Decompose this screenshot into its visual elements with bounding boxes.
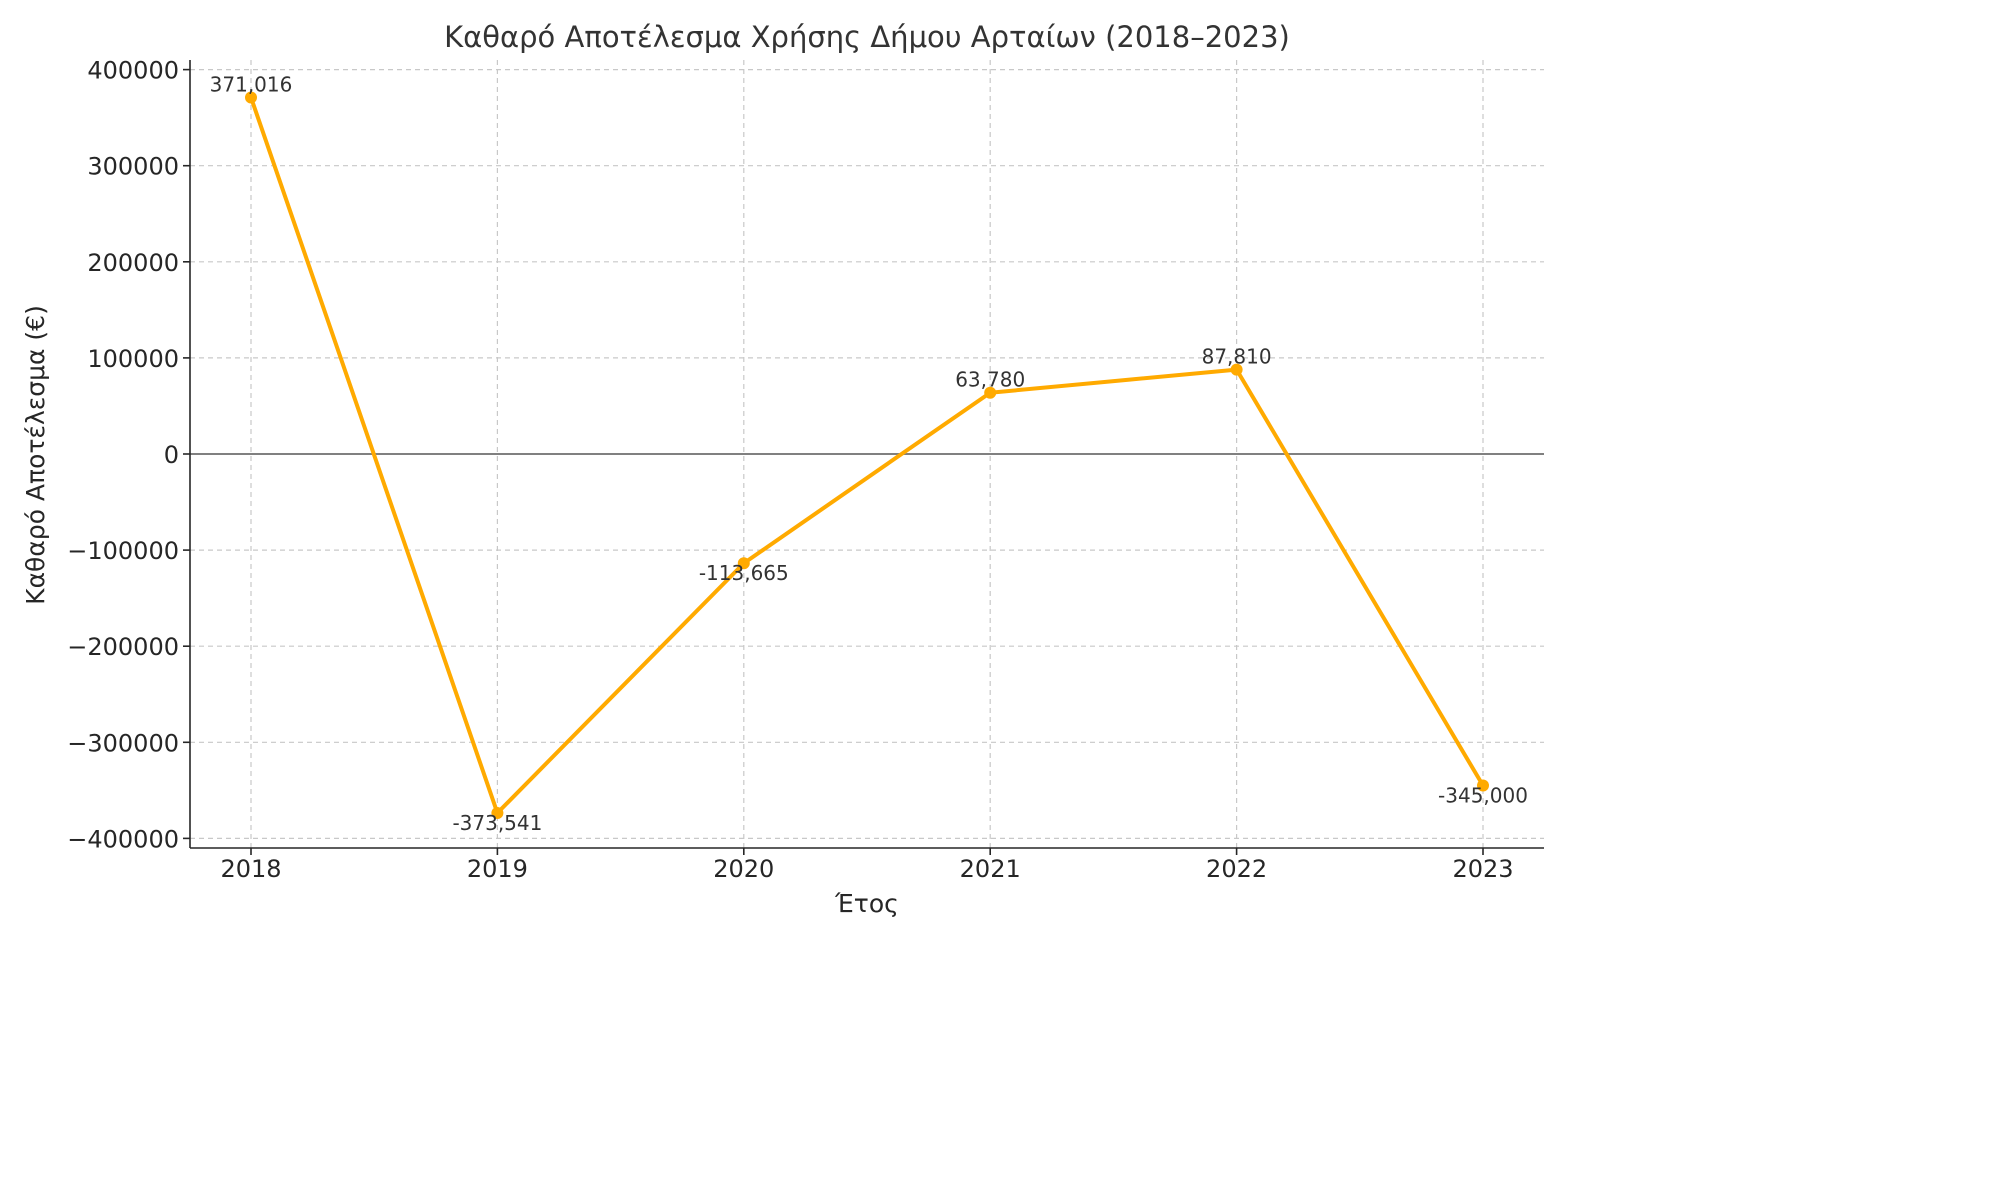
data-label: -373,541 [452, 811, 542, 835]
series-layer [245, 91, 1489, 819]
data-label: -113,665 [699, 561, 789, 585]
x-axis-label: Έτος [834, 889, 899, 918]
x-tick-label: 2022 [1206, 855, 1267, 883]
data-point [1477, 779, 1489, 792]
y-tick-label: 0 [164, 441, 179, 469]
data-point [491, 806, 504, 819]
data-label: 63,780 [955, 368, 1025, 392]
x-tick-label: 2020 [713, 855, 774, 883]
y-axis-label: Καθαρό Αποτέλεσμα (€) [21, 305, 50, 605]
x-tick-label: 2018 [220, 855, 281, 883]
y-tick-label: 100000 [87, 345, 179, 373]
series-line [249, 95, 1485, 815]
axes: 2018 2019 2020 2021 2022 2023 400000 300000 2000… [67, 57, 1544, 883]
data-label: 371,016 [210, 72, 293, 96]
y-tick-label: −400000 [67, 825, 179, 853]
data-label: 87,810 [1202, 345, 1272, 369]
data-point [737, 557, 750, 570]
chart-title: Καθαρό Αποτέλεσμα Χρήσης Δήμου Αρταίων (… [444, 20, 1290, 54]
y-tick-label: 300000 [87, 153, 179, 181]
chart-container: Καθαρό Αποτέλεσμα Χρήσης Δήμου Αρταίων (… [21, 20, 1544, 918]
x-tick-label: 2019 [467, 855, 528, 883]
x-tick-label: 2021 [960, 855, 1021, 883]
data-labels-layer: 371,016 -373,541 -113,665 63,780 87,810 -345,… [210, 72, 1528, 835]
y-tick-label: 400000 [87, 57, 179, 85]
x-tick-label: 2023 [1452, 855, 1513, 883]
data-point [1230, 363, 1243, 376]
line-chart: Καθαρό Αποτέλεσμα Χρήσης Δήμου Αρταίων (… [21, 20, 1544, 918]
y-tick-label: 200000 [87, 249, 179, 277]
data-point [984, 386, 997, 399]
data-point [245, 91, 257, 104]
y-tick-label: −300000 [67, 729, 179, 757]
y-tick-label: −100000 [67, 537, 179, 565]
data-label: -345,000 [1438, 784, 1528, 808]
grid-layer [190, 60, 1544, 848]
y-tick-label: −200000 [67, 633, 179, 661]
